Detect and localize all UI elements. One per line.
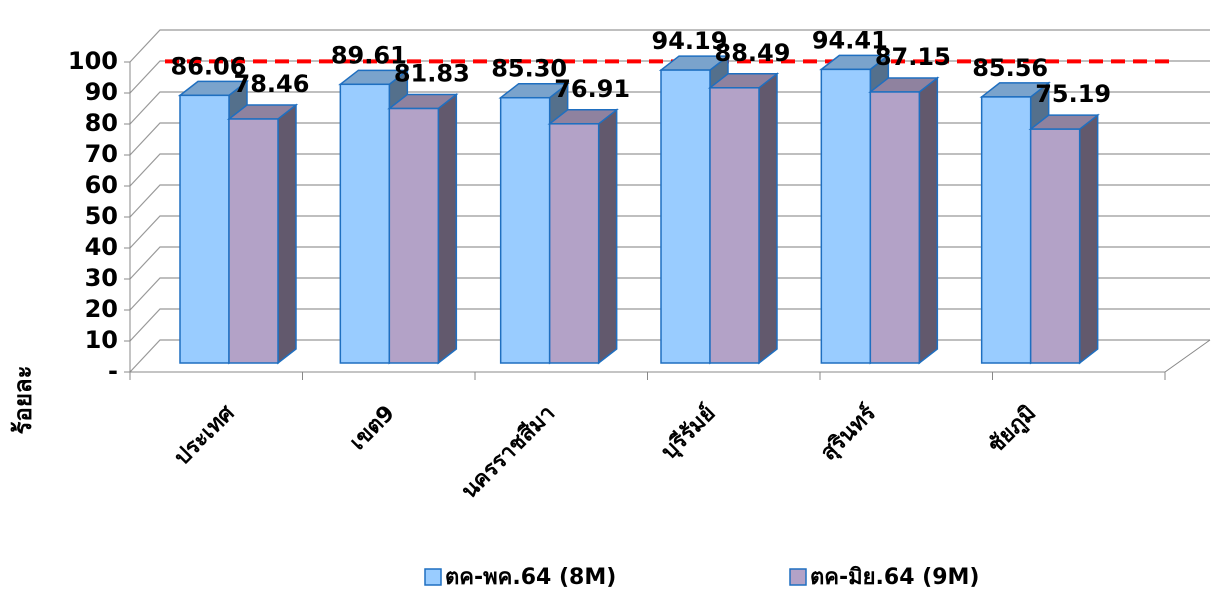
value-label: 87.15: [875, 43, 951, 71]
y-tick-label: 40: [85, 233, 118, 261]
y-tick-label: 70: [85, 140, 118, 168]
bar-side: [597, 108, 618, 365]
legend-swatch: [424, 568, 442, 586]
y-tick-label: 100: [68, 47, 118, 75]
value-label: 76.91: [554, 75, 630, 103]
y-tick-label: 60: [85, 171, 118, 199]
value-label: 94.19: [652, 27, 728, 55]
legend-label: ตค-พค.64 (8M): [445, 565, 616, 590]
bar: [660, 69, 711, 364]
value-label: 86.06: [171, 52, 247, 80]
y-tick-label: 90: [85, 78, 118, 106]
value-label: 94.41: [812, 26, 888, 54]
bar: [548, 123, 600, 364]
bar: [980, 96, 1032, 364]
value-label: 88.49: [715, 39, 791, 67]
y-tick-label: 30: [85, 264, 118, 292]
value-label: 85.56: [972, 54, 1048, 82]
value-label: 75.19: [1035, 80, 1111, 108]
y-axis-title: ร้อยละ: [9, 366, 37, 435]
bar-side: [1078, 113, 1099, 365]
y-tick-label: 80: [85, 109, 118, 137]
y-tick-label: -: [108, 357, 118, 385]
y-tick-label: 50: [85, 202, 118, 230]
bar: [388, 107, 440, 364]
bar: [499, 96, 551, 364]
legend-label: ตค-มิย.64 (9M): [810, 565, 979, 590]
bar-side: [437, 92, 458, 365]
bar: [179, 94, 230, 364]
x-tick-label: สุรินทร์: [815, 400, 881, 466]
x-tick-label: บุรีรัมย์: [656, 400, 721, 465]
bar: [228, 118, 279, 364]
x-tick-label: เขต9: [345, 401, 400, 456]
bar: [339, 83, 391, 364]
x-tick-label: ชัยภูมิ: [983, 401, 1042, 460]
value-label: 89.61: [331, 41, 407, 69]
y-tick-label: 20: [85, 295, 118, 323]
x-tick-label: นครราชสีมา: [457, 401, 560, 504]
bar-side: [758, 72, 778, 365]
bar: [1029, 128, 1081, 364]
bar: [709, 87, 760, 364]
y-tick-label: 10: [85, 326, 118, 354]
bar: [869, 91, 921, 364]
value-label: 81.83: [394, 60, 470, 88]
x-tick-label: ประเทศ: [170, 400, 240, 470]
grid-line: [129, 29, 1210, 63]
value-label: 85.30: [491, 55, 567, 83]
value-label: 78.46: [234, 70, 310, 98]
legend-swatch: [789, 568, 807, 586]
bar: [820, 68, 872, 364]
bar-side: [918, 76, 939, 365]
bar-side: [277, 103, 297, 365]
